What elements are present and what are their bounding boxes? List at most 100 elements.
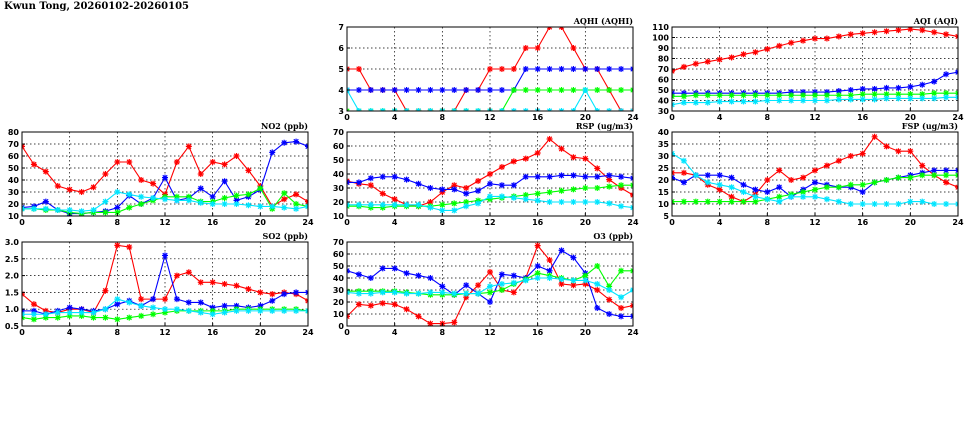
data-point [704, 198, 711, 205]
data-point [162, 309, 168, 316]
data-point [173, 159, 180, 165]
y-tick-label: 5 [338, 65, 344, 74]
data-point [498, 281, 505, 287]
data-point [835, 157, 842, 164]
data-point [197, 199, 204, 206]
data-point [102, 314, 109, 321]
y-tick-label: 60 [658, 76, 670, 85]
data-point [895, 27, 902, 34]
data-point [534, 45, 541, 51]
data-point [558, 187, 565, 194]
page-title: Kwun Tong, 20260102-20260105 [4, 1, 189, 12]
data-point [594, 165, 601, 172]
data-point [534, 87, 541, 93]
x-tick-label: 16 [857, 218, 869, 227]
data-point [680, 63, 687, 70]
data-point [391, 201, 398, 208]
x-tick-label: 12 [484, 113, 495, 122]
data-point [534, 270, 541, 277]
data-point [534, 197, 541, 204]
data-point [943, 179, 950, 186]
data-point [582, 185, 589, 191]
y-tick-label: 50 [333, 156, 345, 165]
data-point [943, 71, 950, 78]
data-point [102, 171, 109, 177]
data-point [451, 87, 458, 93]
data-point [150, 304, 157, 311]
data-point [680, 198, 687, 205]
data-point [498, 66, 505, 72]
data-point [475, 282, 482, 289]
data-point [800, 97, 807, 104]
data-point [367, 87, 374, 93]
data-point [281, 307, 288, 314]
data-point [812, 35, 818, 42]
data-point [78, 309, 85, 316]
data-point [138, 296, 145, 303]
data-point [558, 145, 565, 152]
y-tick-label: 50 [8, 164, 20, 173]
data-point [931, 172, 938, 179]
data-point [427, 320, 434, 326]
data-point [534, 263, 541, 269]
data-point [102, 198, 109, 205]
data-point [931, 90, 938, 97]
x-tick-label: 4 [392, 218, 398, 227]
panel-title: AQHI (AQHI) [573, 16, 634, 26]
data-point [716, 98, 723, 105]
data-point [716, 198, 723, 205]
data-point [233, 192, 240, 199]
data-point [185, 307, 192, 314]
data-point [859, 150, 866, 157]
data-point [367, 275, 374, 281]
data-point [427, 289, 434, 296]
x-tick-label: 0 [344, 218, 350, 227]
y-tick-label: 70 [658, 65, 670, 74]
data-point [558, 172, 565, 179]
data-point [78, 189, 85, 195]
data-point [30, 316, 37, 323]
data-point [281, 204, 288, 211]
data-point [379, 201, 386, 208]
y-tick-label: 20 [333, 198, 345, 207]
data-point [498, 287, 505, 293]
data-point [919, 162, 926, 169]
data-point [114, 242, 121, 249]
data-point [680, 93, 687, 100]
data-point [439, 207, 446, 214]
data-point [510, 87, 517, 93]
data-point [463, 203, 470, 210]
data-point [391, 173, 398, 180]
data-point [487, 66, 493, 72]
data-point [269, 297, 276, 304]
data-point [606, 200, 613, 207]
data-point [498, 271, 505, 278]
data-point [475, 290, 482, 297]
data-point [126, 299, 133, 306]
x-tick-label: 0 [344, 328, 350, 337]
y-tick-label: 60 [333, 250, 345, 259]
y-tick-label: 70 [333, 128, 345, 137]
data-point [800, 89, 807, 96]
data-point [439, 289, 446, 296]
y-tick-label: 100 [652, 34, 669, 43]
data-point [439, 283, 446, 290]
data-point [740, 189, 747, 195]
data-point [728, 92, 735, 99]
x-tick-label: 8 [115, 328, 121, 337]
data-point [475, 187, 482, 194]
data-point [162, 174, 168, 181]
data-point [126, 159, 133, 165]
data-point [355, 66, 362, 72]
data-point [907, 198, 914, 205]
data-point [257, 307, 264, 314]
y-tick-label: 30 [658, 107, 670, 116]
data-point [78, 306, 85, 313]
data-point [907, 95, 914, 102]
data-point [931, 95, 938, 102]
data-point [487, 171, 493, 177]
data-point [233, 307, 240, 314]
data-point [812, 179, 818, 186]
data-point [764, 177, 771, 183]
data-point [740, 51, 747, 58]
